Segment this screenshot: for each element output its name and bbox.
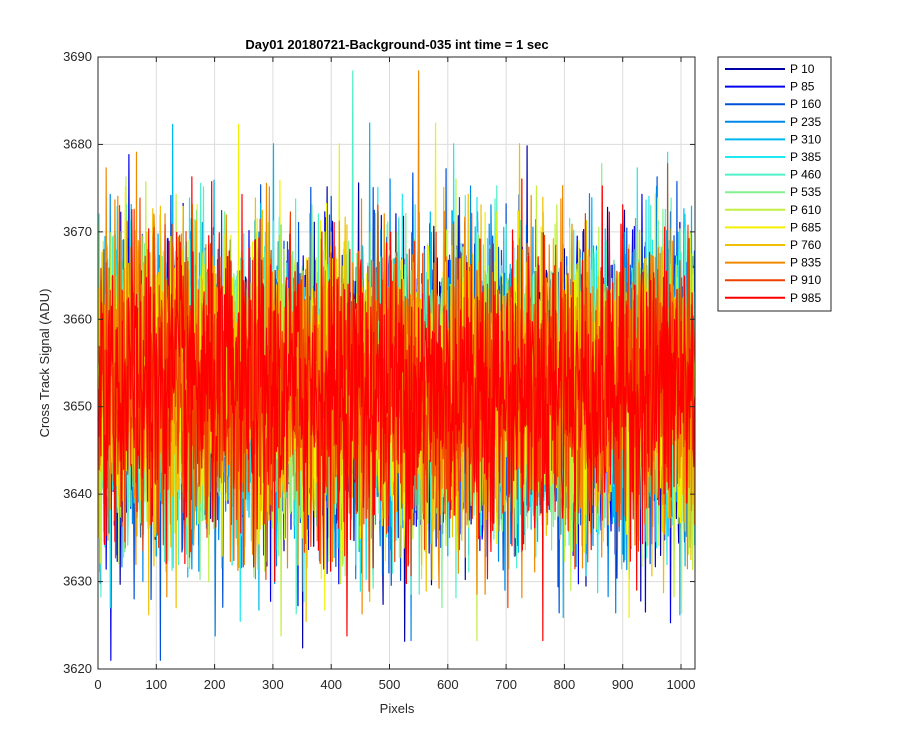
x-axis-label: Pixels (380, 701, 415, 716)
legend-label: P 535 (790, 185, 821, 199)
legend-label: P 685 (790, 220, 821, 234)
legend-box (717, 56, 832, 312)
y-tick-label: 3650 (63, 399, 92, 414)
legend-label: P 235 (790, 115, 821, 129)
plot-frame (97, 56, 696, 670)
y-tick-label: 3690 (63, 49, 92, 64)
x-tick-label: 800 (554, 677, 576, 692)
y-tick-label: 3680 (63, 136, 92, 151)
legend-label: P 10 (790, 62, 815, 76)
legend-label: P 85 (790, 80, 815, 94)
series-line-p985 (98, 176, 695, 642)
legend-label: P 985 (790, 291, 821, 305)
y-tick-label: 3670 (63, 224, 92, 239)
x-tick-label: 100 (145, 677, 167, 692)
legend-label: P 160 (790, 97, 821, 111)
x-tick-label: 300 (262, 677, 284, 692)
x-tick-label: 500 (379, 677, 401, 692)
legend-label: P 385 (790, 150, 821, 164)
legend: P 10 P 85 P 160 P 235 P 310 P 385 P 460 P 535 P … (717, 56, 832, 312)
x-tick-label: 700 (495, 677, 517, 692)
x-tick-label: 0 (94, 677, 101, 692)
x-tick-label: 400 (320, 677, 342, 692)
legend-label: P 310 (790, 132, 821, 146)
series-lines (98, 70, 695, 661)
legend-label: P 760 (790, 238, 821, 252)
y-tick-label: 3640 (63, 486, 92, 501)
y-tick-label: 3630 (63, 574, 92, 589)
x-tick-label: 900 (612, 677, 634, 692)
y-axis-label: Cross Track Signal (ADU) (37, 289, 52, 438)
legend-label: P 460 (790, 168, 821, 182)
legend-label: P 835 (790, 256, 821, 270)
chart-title: Day01 20180721-Background-035 int time =… (245, 37, 548, 52)
x-tick-label: 1000 (667, 677, 696, 692)
y-tick-label: 3620 (63, 661, 92, 676)
y-tick-label: 3660 (63, 311, 92, 326)
legend-label: P 910 (790, 273, 821, 287)
x-tick-label: 200 (204, 677, 226, 692)
legend-label: P 610 (790, 203, 821, 217)
x-tick-label: 600 (437, 677, 459, 692)
x-axis-ticks: 0 100 200 300 400 500 600 700 800 900 1000 (94, 57, 695, 692)
y-axis-ticks: 3620 3630 3640 3650 3660 3670 3680 3690 (63, 49, 695, 676)
